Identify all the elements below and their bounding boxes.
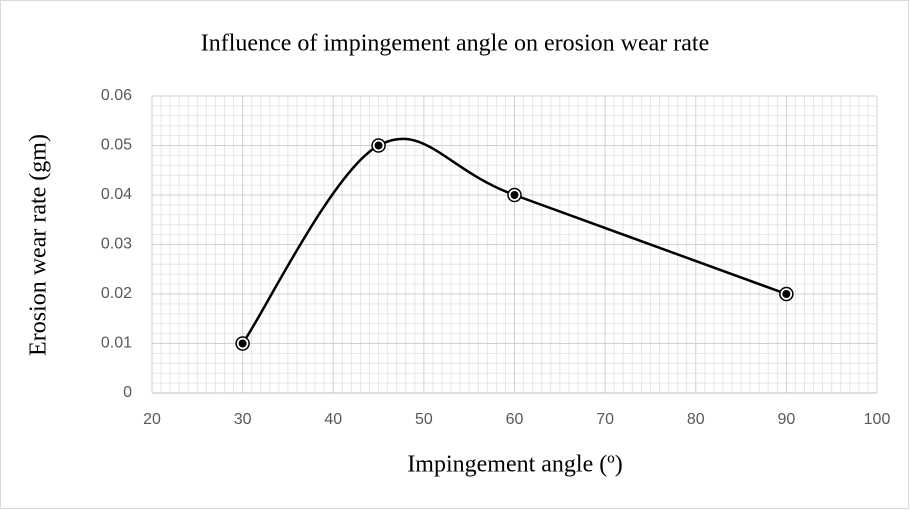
x-tick-label: 90: [777, 411, 795, 428]
x-tick-label: 30: [234, 411, 252, 428]
x-axis-label: Impingement angle (º): [407, 452, 622, 478]
y-axis-label: Erosion wear rate (gm): [26, 134, 52, 356]
data-line: [241, 137, 787, 345]
y-tick-label: 0.03: [101, 236, 132, 253]
y-tick-label: 0.02: [101, 285, 132, 302]
x-tick-label: 100: [864, 411, 891, 428]
data-point-center: [238, 339, 247, 348]
y-tick-label: 0: [123, 384, 132, 401]
x-tick-label: 40: [324, 411, 342, 428]
y-tick-label: 0.06: [101, 87, 132, 104]
data-point-center: [374, 141, 383, 150]
x-tick-label: 70: [596, 411, 614, 428]
y-tick-label: 0.01: [101, 335, 132, 352]
x-tick-label: 60: [506, 411, 524, 428]
y-tick-label: 0.05: [101, 137, 132, 154]
chart-title: Influence of impingement angle on erosio…: [201, 31, 709, 57]
x-tick-label: 50: [415, 411, 433, 428]
data-point-center: [782, 290, 791, 298]
data-point-center: [510, 191, 519, 199]
y-tick-label: 0.04: [101, 186, 132, 203]
x-tick-label: 20: [143, 411, 161, 428]
x-tick-label: 80: [687, 411, 705, 428]
